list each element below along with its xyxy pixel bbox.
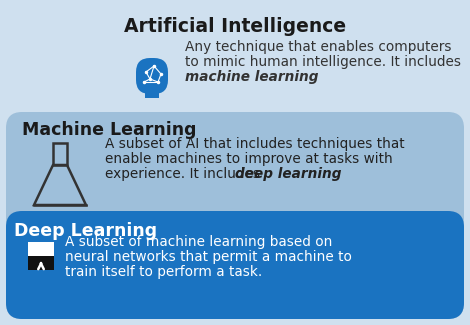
Bar [145, 90, 159, 98]
FancyBboxPatch shape [136, 58, 168, 94]
Text: neural networks that permit a machine to: neural networks that permit a machine to [65, 250, 352, 264]
Bar [28, 242, 54, 256]
Text: Artificial Intelligence: Artificial Intelligence [124, 17, 346, 36]
Bar [53, 143, 67, 165]
Text: A subset of machine learning based on: A subset of machine learning based on [65, 235, 332, 249]
Text: machine learning: machine learning [185, 70, 319, 84]
Text: enable machines to improve at tasks with: enable machines to improve at tasks with [105, 152, 393, 166]
Text: deep learning: deep learning [235, 167, 342, 181]
Bar [28, 256, 54, 270]
FancyBboxPatch shape [6, 6, 464, 319]
FancyBboxPatch shape [6, 112, 464, 319]
Text: Machine Learning: Machine Learning [22, 121, 196, 139]
FancyBboxPatch shape [6, 211, 464, 319]
Text: train itself to perform a task.: train itself to perform a task. [65, 265, 262, 279]
Text: experience. It includes: experience. It includes [105, 167, 264, 181]
Text: Any technique that enables computers: Any technique that enables computers [185, 40, 452, 54]
Text: to mimic human intelligence. It includes: to mimic human intelligence. It includes [185, 55, 461, 69]
Text: Deep Learning: Deep Learning [14, 222, 157, 240]
Text: A subset of AI that includes techniques that: A subset of AI that includes techniques … [105, 137, 405, 151]
